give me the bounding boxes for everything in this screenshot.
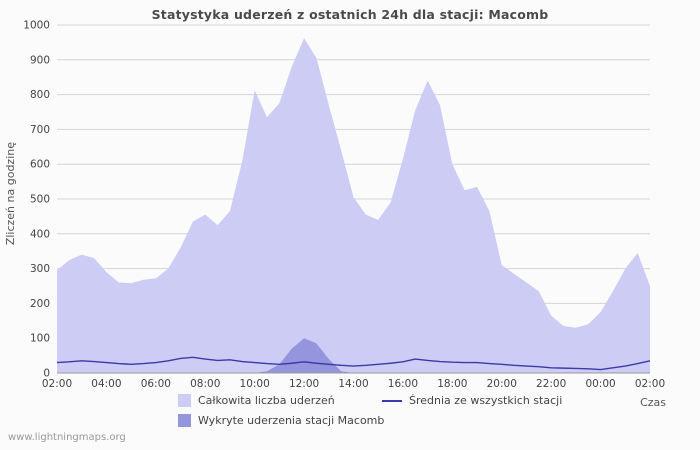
x-tick-label: 12:00 [289, 378, 319, 390]
y-tick-label: 600 [30, 159, 50, 171]
chart-legend: Całkowita liczba uderzeń Średnia ze wszy… [178, 394, 562, 427]
x-tick-label: 06:00 [141, 378, 171, 390]
y-tick-label: 400 [30, 228, 50, 240]
legend-label-average: Średnia ze wszystkich stacji [409, 394, 563, 407]
x-tick-label: 20:00 [487, 378, 517, 390]
y-tick-label: 300 [30, 263, 50, 275]
y-tick-label: 900 [30, 54, 50, 66]
average-line-swatch-icon [382, 399, 402, 402]
x-tick-label: 10:00 [240, 378, 270, 390]
x-tick-label: 08:00 [190, 378, 220, 390]
x-tick-label: 00:00 [585, 378, 615, 390]
chart-canvas: 0 100 200 300 400 500 600 700 800 900 1000 02:00 04:… [23, 20, 665, 391]
x-tick-label: 02:00 [635, 378, 665, 390]
macomb-area-swatch-icon [178, 414, 191, 427]
y-tick-label: 0 [43, 368, 50, 380]
x-tick-label: 22:00 [536, 378, 566, 390]
page-title: Statystyka uderzeń z ostatnich 24h dla s… [151, 7, 549, 22]
series-area-total [57, 38, 650, 373]
y-tick-label: 1000 [23, 20, 50, 32]
legend-item-macomb: Wykryte uderzenia stacji Macomb [178, 414, 384, 427]
lightningmaps-footer-link[interactable]: www.lightningmaps.org [8, 432, 126, 443]
x-tick-label: 18:00 [437, 378, 467, 390]
legend-item-average: Średnia ze wszystkich stacji [382, 394, 562, 407]
legend-label-macomb: Wykryte uderzenia stacji Macomb [198, 414, 385, 427]
y-tick-label: 100 [30, 333, 50, 345]
x-tick-label: 04:00 [91, 378, 121, 390]
x-axis-label: Czas [640, 396, 666, 409]
x-tick-label: 02:00 [42, 378, 72, 390]
series-line-average [56, 356, 651, 371]
x-tick-label: 16:00 [388, 378, 418, 390]
y-axis-label: Zliczeń na godzinę [4, 142, 17, 246]
total-area-swatch-icon [178, 394, 191, 407]
y-tick-label: 700 [30, 124, 50, 136]
y-tick-label: 500 [30, 194, 50, 206]
y-tick-label: 800 [30, 89, 50, 101]
y-tick-label: 200 [30, 298, 50, 310]
legend-item-total: Całkowita liczba uderzeń [178, 394, 374, 407]
x-tick-label: 14:00 [338, 378, 368, 390]
legend-label-total: Całkowita liczba uderzeń [198, 394, 335, 407]
